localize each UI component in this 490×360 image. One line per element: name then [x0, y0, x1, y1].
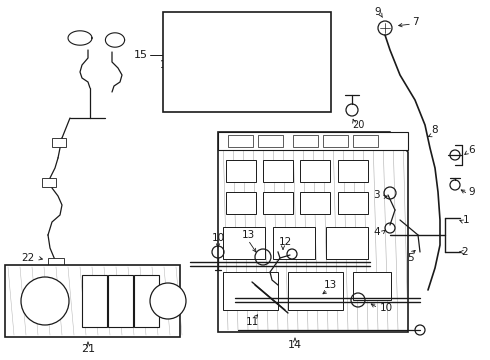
- Bar: [215, 60, 223, 72]
- Text: 3: 3: [373, 190, 380, 200]
- Text: 8: 8: [432, 125, 439, 135]
- Text: 11: 11: [245, 317, 259, 327]
- Bar: [226, 160, 256, 182]
- Text: 17: 17: [164, 30, 176, 40]
- Text: 21: 21: [81, 344, 95, 354]
- Bar: [5, 265, 180, 337]
- Text: 9: 9: [469, 187, 475, 197]
- Text: 22: 22: [22, 253, 35, 263]
- Bar: [163, 12, 331, 112]
- Bar: [195, 60, 203, 72]
- Bar: [265, 60, 273, 72]
- Bar: [223, 272, 278, 310]
- Bar: [326, 227, 368, 259]
- Circle shape: [21, 277, 69, 325]
- Circle shape: [150, 283, 186, 319]
- Bar: [48, 258, 64, 268]
- Bar: [288, 272, 343, 310]
- Bar: [300, 160, 330, 182]
- Bar: [353, 135, 378, 147]
- Text: 2: 2: [462, 247, 468, 257]
- Bar: [235, 60, 243, 72]
- Text: 6: 6: [469, 145, 475, 155]
- Bar: [273, 227, 315, 259]
- Bar: [182, 55, 277, 77]
- Text: 10: 10: [212, 233, 224, 243]
- Text: 13: 13: [323, 280, 337, 290]
- Text: 10: 10: [380, 303, 393, 313]
- Circle shape: [183, 26, 187, 30]
- Bar: [263, 160, 293, 182]
- Text: 9: 9: [375, 7, 381, 17]
- Bar: [228, 135, 253, 147]
- Bar: [338, 192, 368, 214]
- Text: 16: 16: [160, 60, 172, 70]
- Text: 18: 18: [288, 17, 300, 27]
- Bar: [134, 275, 159, 327]
- Bar: [353, 272, 391, 300]
- Bar: [338, 160, 368, 182]
- Text: 5: 5: [407, 253, 413, 263]
- Bar: [52, 138, 66, 147]
- Bar: [223, 227, 265, 259]
- Text: 13: 13: [242, 230, 255, 240]
- Bar: [323, 135, 348, 147]
- Bar: [55, 282, 73, 294]
- Text: 1: 1: [463, 215, 469, 225]
- Text: 15: 15: [134, 50, 148, 60]
- Bar: [226, 192, 256, 214]
- Bar: [258, 135, 283, 147]
- Bar: [263, 192, 293, 214]
- Text: 19: 19: [188, 93, 200, 103]
- Text: 20: 20: [352, 120, 364, 130]
- Bar: [218, 132, 408, 150]
- Bar: [293, 135, 318, 147]
- Text: 4: 4: [373, 227, 380, 237]
- Circle shape: [183, 30, 187, 34]
- Bar: [300, 192, 330, 214]
- Bar: [82, 275, 107, 327]
- Bar: [255, 60, 263, 72]
- Text: 12: 12: [278, 237, 292, 247]
- Text: 14: 14: [288, 340, 302, 350]
- Bar: [108, 275, 133, 327]
- Text: 7: 7: [412, 17, 418, 27]
- Bar: [42, 178, 56, 187]
